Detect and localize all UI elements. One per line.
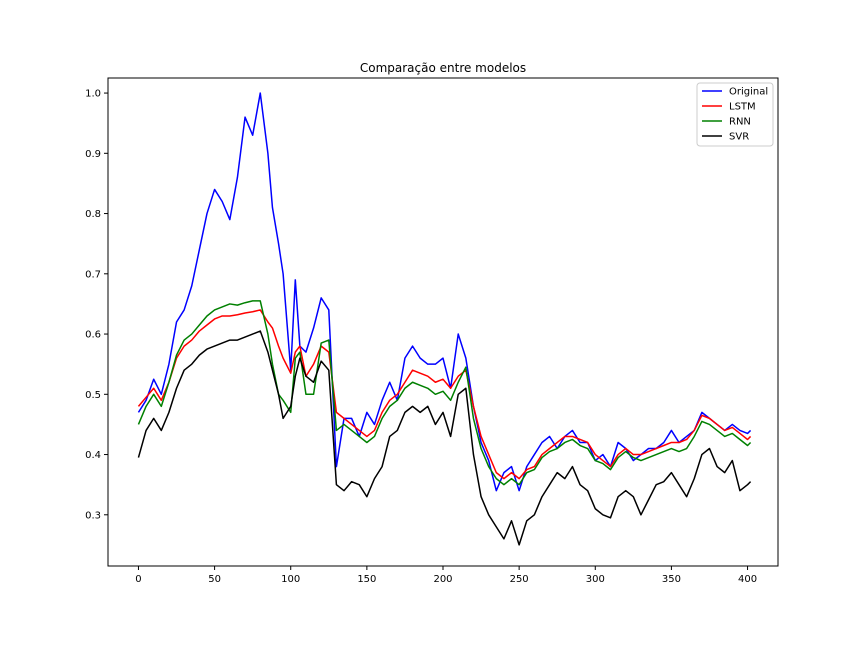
x-tick-label: 350 (662, 574, 681, 585)
x-tick-label: 150 (357, 574, 376, 585)
y-tick-label: 0.9 (85, 149, 101, 160)
legend-label-lstm: LSTM (729, 102, 756, 113)
series-line-original (137, 92, 752, 492)
x-tick-label: 100 (281, 574, 300, 585)
x-tick-label: 0 (135, 574, 141, 585)
y-tick-label: 0.6 (85, 330, 101, 341)
y-tick-label: 0.8 (85, 209, 101, 220)
legend: Original LSTM RNN SVR (696, 82, 774, 147)
y-tick-label: 0.7 (85, 269, 101, 280)
x-tick-label: 50 (208, 574, 221, 585)
chart-title: Comparação entre modelos (360, 61, 526, 75)
series-line-rnn (137, 300, 752, 486)
legend-label-original: Original (729, 87, 768, 98)
legend-box (696, 82, 774, 147)
x-tick-label: 300 (586, 574, 605, 585)
y-tick-label: 1.0 (85, 89, 101, 100)
series-line-lstm (137, 309, 752, 480)
y-tick-label: 0.3 (85, 510, 101, 521)
x-axis: 0 50 100 150 200 250 300 350 400 (135, 566, 757, 585)
legend-label-svr: SVR (729, 132, 749, 143)
x-tick-label: 400 (738, 574, 757, 585)
x-tick-label: 200 (433, 574, 452, 585)
y-tick-label: 0.4 (85, 450, 101, 461)
y-tick-label: 0.5 (85, 390, 101, 401)
series-line-svr (137, 330, 752, 546)
legend-label-rnn: RNN (729, 117, 751, 128)
x-tick-label: 250 (510, 574, 529, 585)
series-layer (137, 92, 752, 546)
y-axis: 0.3 0.4 0.5 0.6 0.7 0.8 0.9 1.0 (85, 89, 108, 521)
plot-area: 0 50 100 150 200 250 300 350 400 0.3 0.4 0.5 0.6 0.7… (85, 77, 779, 585)
